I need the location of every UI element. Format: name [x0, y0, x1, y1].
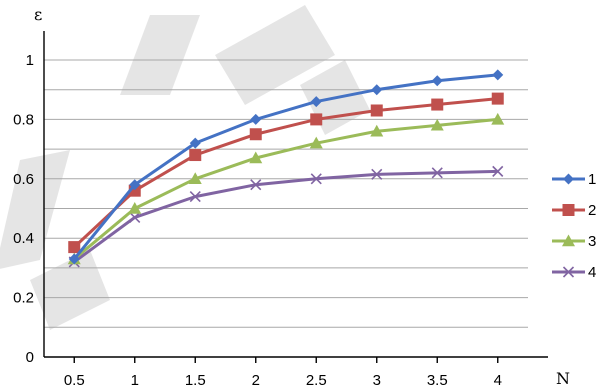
data-point: [189, 137, 201, 149]
legend-label: 1: [588, 171, 596, 188]
axes: [43, 31, 548, 358]
series-1: [68, 69, 504, 265]
data-point: [371, 84, 383, 96]
data-point-stroke: [371, 168, 383, 180]
legend-item-1: 1: [552, 171, 596, 188]
x-tick-label: 1: [131, 372, 139, 389]
data-point: [68, 253, 80, 265]
data-point: [189, 149, 202, 162]
legend-item-2: 2: [552, 202, 596, 219]
data-point: [562, 204, 575, 216]
data-point: [249, 151, 263, 164]
watermark: [0, 5, 370, 330]
x-tick-label: 1.5: [185, 372, 206, 389]
series-3: [67, 112, 505, 265]
x-tick-label: 2: [252, 372, 260, 389]
data-point: [431, 75, 443, 87]
series-4: [68, 165, 504, 268]
data-point: [310, 113, 323, 126]
data-point: [128, 202, 142, 214]
data-point: [68, 241, 81, 254]
data-point: [430, 118, 444, 131]
legend-label: 3: [588, 233, 596, 250]
data-point: [492, 165, 504, 177]
series-2: [68, 92, 504, 254]
data-point: [129, 179, 141, 191]
y-axis-label: ε: [34, 5, 42, 24]
x-tick-label: 4: [494, 372, 502, 389]
data-point-stroke: [492, 165, 504, 177]
y-tick-label: 0.6: [13, 171, 34, 188]
data-point: [250, 113, 262, 125]
data-point: [188, 172, 202, 184]
legend-label: 4: [588, 264, 596, 281]
data-point-stroke: [562, 266, 575, 278]
data-point: [250, 179, 262, 191]
legend-item-4: 4: [552, 264, 596, 281]
data-point: [310, 173, 322, 185]
data-point: [491, 92, 504, 105]
y-tick-label: 1: [26, 52, 34, 69]
series-line: [73, 117, 498, 261]
data-point: [249, 128, 262, 141]
data-point: [562, 234, 575, 247]
data-point-stroke: [189, 191, 201, 203]
data-point-stroke: [129, 211, 141, 223]
data-point: [492, 69, 504, 81]
x-tick-label: 3.5: [427, 372, 448, 389]
tick-labels: 0 0.2 0.4 0.6 0.8 1 0.5 1 1.5 2 2.5 3 3.5 4: [13, 52, 502, 389]
x-tick-label: 2.5: [306, 372, 327, 389]
data-point: [310, 96, 322, 108]
legend: 1 2 3 4: [552, 171, 596, 281]
data-point-stroke: [431, 167, 443, 179]
series-line: [73, 73, 498, 260]
x-axis-label: N: [556, 369, 570, 388]
data-point-stroke: [250, 179, 262, 191]
series-line: [73, 169, 498, 264]
data-point: [309, 136, 323, 149]
legend-item-3: 3: [552, 233, 596, 250]
gridlines: [44, 59, 528, 328]
legend-label: 2: [588, 202, 596, 219]
data-point: [189, 191, 201, 203]
data-point: [370, 104, 383, 117]
data-point: [563, 173, 574, 185]
data-point: [129, 211, 141, 223]
data-point: [491, 112, 505, 125]
y-tick-label: 0: [26, 349, 34, 366]
data-point: [431, 167, 443, 179]
series-lines: [67, 69, 505, 268]
data-point: [431, 98, 444, 111]
y-tick-label: 0.2: [13, 290, 34, 307]
data-point: [562, 266, 575, 278]
data-point: [370, 124, 384, 137]
x-tick-label: 0.5: [64, 372, 85, 389]
series-line: [73, 97, 498, 249]
x-tick-label: 3: [373, 372, 381, 389]
y-tick-label: 0.4: [13, 230, 34, 247]
data-point: [371, 168, 383, 180]
y-tick-label: 0.8: [13, 111, 34, 128]
data-point-stroke: [310, 173, 322, 185]
